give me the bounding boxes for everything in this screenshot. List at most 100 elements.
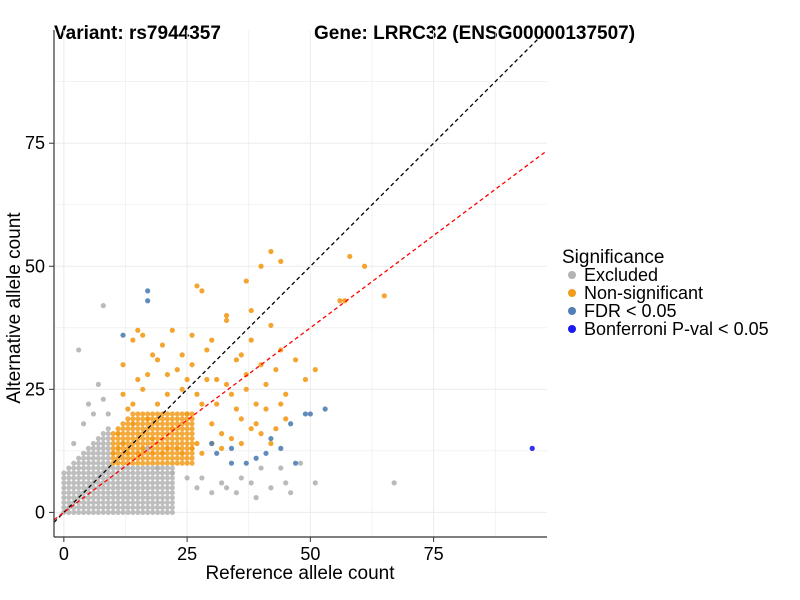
point-non-significant bbox=[150, 450, 156, 456]
point-excluded bbox=[71, 495, 77, 501]
point-non-significant bbox=[164, 460, 170, 466]
point-excluded bbox=[164, 504, 170, 511]
point-excluded bbox=[140, 485, 146, 491]
point-excluded bbox=[76, 509, 82, 515]
point-excluded bbox=[85, 470, 92, 476]
point-non-significant bbox=[120, 435, 126, 442]
point-non-significant bbox=[130, 416, 136, 422]
point-fdr-0-05 bbox=[253, 455, 259, 461]
point-non-significant bbox=[150, 440, 156, 447]
point-non-significant bbox=[150, 431, 156, 437]
point-excluded bbox=[85, 455, 92, 461]
point-non-significant bbox=[120, 421, 126, 427]
point-non-significant bbox=[174, 416, 180, 422]
point-non-significant bbox=[140, 386, 146, 392]
point-excluded bbox=[80, 470, 87, 476]
x-tick-label: 0 bbox=[59, 544, 69, 564]
point-excluded bbox=[105, 445, 111, 451]
point-excluded bbox=[90, 509, 97, 515]
point-excluded bbox=[164, 475, 170, 481]
point-non-significant bbox=[164, 411, 170, 417]
point-excluded bbox=[85, 450, 92, 456]
point-excluded bbox=[76, 347, 82, 353]
point-non-significant bbox=[150, 416, 156, 422]
point-excluded bbox=[169, 475, 175, 481]
point-fdr-0-05 bbox=[228, 445, 235, 451]
point-excluded bbox=[100, 490, 106, 496]
point-non-significant bbox=[283, 416, 289, 422]
point-excluded bbox=[154, 504, 161, 511]
point-non-significant bbox=[130, 445, 136, 451]
point-excluded bbox=[169, 490, 175, 496]
point-non-significant bbox=[189, 426, 195, 432]
point-non-significant bbox=[174, 431, 180, 437]
point-non-significant bbox=[184, 445, 190, 451]
point-excluded bbox=[100, 485, 106, 491]
point-excluded bbox=[95, 480, 101, 486]
point-non-significant bbox=[135, 455, 141, 461]
point-excluded bbox=[135, 470, 141, 476]
point-excluded bbox=[110, 485, 116, 491]
point-excluded bbox=[100, 465, 106, 471]
point-excluded bbox=[71, 490, 77, 496]
point-non-significant bbox=[248, 307, 254, 314]
point-non-significant bbox=[179, 445, 185, 451]
point-non-significant bbox=[302, 376, 309, 383]
y-axis-ticks: 0 25 50 75 bbox=[25, 133, 54, 522]
point-non-significant bbox=[184, 455, 190, 461]
point-excluded bbox=[76, 490, 82, 496]
point-excluded bbox=[154, 480, 161, 486]
point-non-significant bbox=[174, 445, 180, 451]
point-non-significant bbox=[283, 391, 289, 397]
point-excluded bbox=[105, 435, 111, 442]
point-non-significant bbox=[184, 376, 190, 383]
point-excluded bbox=[115, 495, 121, 501]
point-non-significant bbox=[184, 460, 190, 466]
point-non-significant bbox=[342, 298, 348, 304]
point-non-significant bbox=[135, 411, 141, 417]
point-excluded bbox=[71, 460, 77, 466]
point-excluded bbox=[391, 480, 397, 486]
point-excluded bbox=[90, 504, 97, 511]
point-fdr-0-05 bbox=[268, 435, 274, 442]
point-excluded bbox=[164, 490, 170, 496]
point-excluded bbox=[100, 396, 106, 402]
point-non-significant bbox=[140, 440, 146, 447]
point-excluded bbox=[80, 475, 87, 481]
point-fdr-0-05 bbox=[322, 406, 328, 412]
point-excluded bbox=[154, 490, 161, 496]
point-non-significant bbox=[154, 401, 161, 407]
point-excluded bbox=[71, 465, 77, 471]
point-excluded bbox=[150, 490, 156, 496]
point-non-significant bbox=[125, 450, 131, 456]
point-excluded bbox=[184, 475, 190, 481]
point-non-significant bbox=[130, 450, 136, 456]
point-excluded bbox=[140, 499, 146, 506]
point-non-significant bbox=[263, 381, 269, 388]
point-non-significant bbox=[204, 347, 210, 353]
point-excluded bbox=[90, 475, 97, 481]
point-excluded bbox=[110, 504, 116, 511]
point-excluded bbox=[85, 490, 92, 496]
point-excluded bbox=[150, 465, 156, 471]
point-non-significant bbox=[189, 421, 195, 427]
point-fdr-0-05 bbox=[292, 460, 299, 466]
point-excluded bbox=[125, 495, 131, 501]
point-non-significant bbox=[179, 411, 185, 417]
point-excluded bbox=[297, 460, 304, 466]
point-non-significant bbox=[179, 386, 185, 392]
point-excluded bbox=[135, 509, 141, 515]
point-excluded bbox=[66, 499, 72, 506]
point-excluded bbox=[164, 499, 170, 506]
point-non-significant bbox=[381, 293, 387, 299]
point-non-significant bbox=[258, 263, 264, 269]
point-excluded bbox=[105, 440, 111, 447]
point-non-significant bbox=[194, 283, 200, 289]
point-non-significant bbox=[125, 460, 131, 466]
point-excluded bbox=[145, 480, 151, 486]
point-excluded bbox=[61, 504, 67, 511]
point-excluded bbox=[110, 465, 116, 471]
point-non-significant bbox=[159, 426, 166, 432]
point-excluded bbox=[95, 435, 101, 442]
point-non-significant bbox=[130, 411, 136, 417]
